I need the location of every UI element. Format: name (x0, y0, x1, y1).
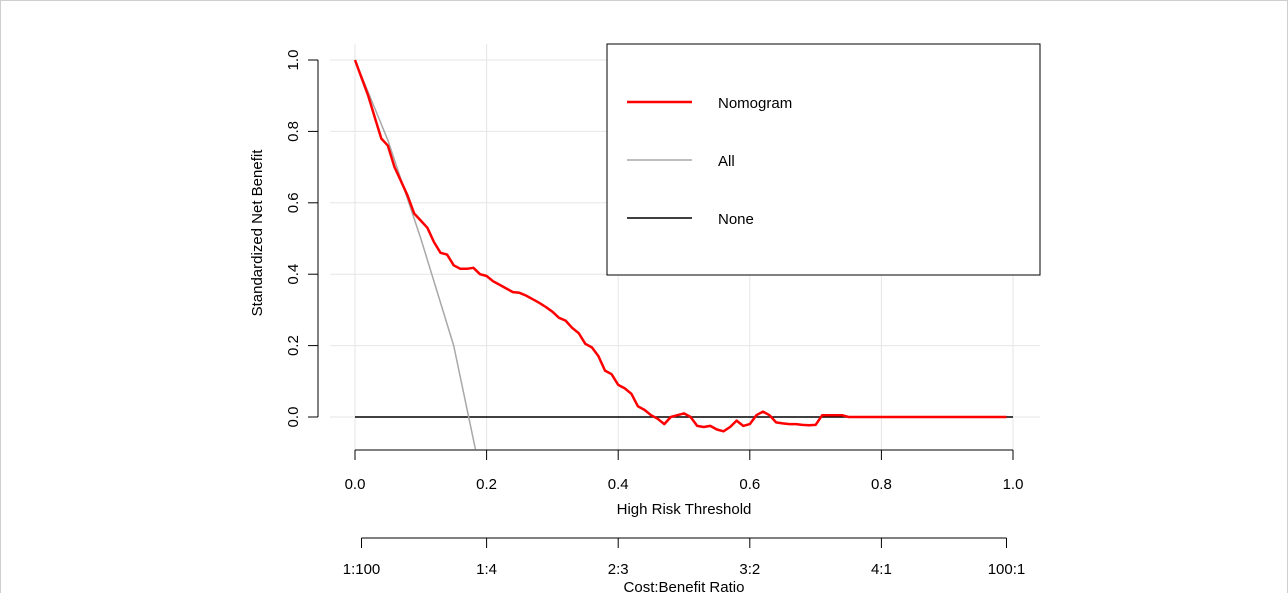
x-tick-label-2: 0.4 (608, 476, 629, 493)
x-axis: 0.0 0.2 0.4 0.6 0.8 1.0 (345, 449, 1024, 493)
y-tick-label-3: 0.6 (285, 192, 302, 213)
x2-tick-label-2: 2:3 (608, 561, 629, 578)
x-tick-label-0: 0.0 (345, 476, 366, 493)
x2-tick-label-4: 4:1 (871, 561, 892, 578)
x2-tick-label-3: 3:2 (739, 561, 760, 578)
legend-label-none: None (718, 211, 754, 228)
series-line-nomogram (353, 59, 1007, 433)
x2-tick-label-5: 100:1 (988, 561, 1026, 578)
x-tick-label-3: 0.6 (739, 476, 760, 493)
legend: Nomogram All None (606, 43, 1041, 276)
x-tick-label-1: 0.2 (476, 476, 497, 493)
x2-tick-label-1: 1:4 (476, 561, 497, 578)
secondary-x-axis-label: Cost:Benefit Ratio (624, 579, 745, 594)
x-tick-label-5: 1.0 (1003, 476, 1024, 493)
x-axis-label: High Risk Threshold (617, 501, 752, 518)
legend-label-nomogram: Nomogram (718, 95, 792, 112)
series-layer (353, 59, 1013, 450)
y-tick-label-0: 0.0 (285, 407, 302, 428)
cost-benefit-axis: 1:100 1:4 2:3 3:2 4:1 100:1 (343, 537, 1026, 578)
x-tick-label-4: 0.8 (871, 476, 892, 493)
y-tick-label-5: 1.0 (285, 50, 302, 71)
y-tick-label-1: 0.2 (285, 335, 302, 356)
series-line-all (354, 59, 477, 450)
x2-tick-label-0: 1:100 (343, 561, 381, 578)
y-axis-label: Standardized Net Benefit (249, 149, 266, 317)
legend-label-all: All (718, 153, 735, 170)
y-tick-label-4: 0.8 (285, 121, 302, 142)
y-tick-label-2: 0.4 (285, 264, 302, 285)
y-axis: 0.0 0.2 0.4 0.6 0.8 1.0 (285, 50, 319, 428)
